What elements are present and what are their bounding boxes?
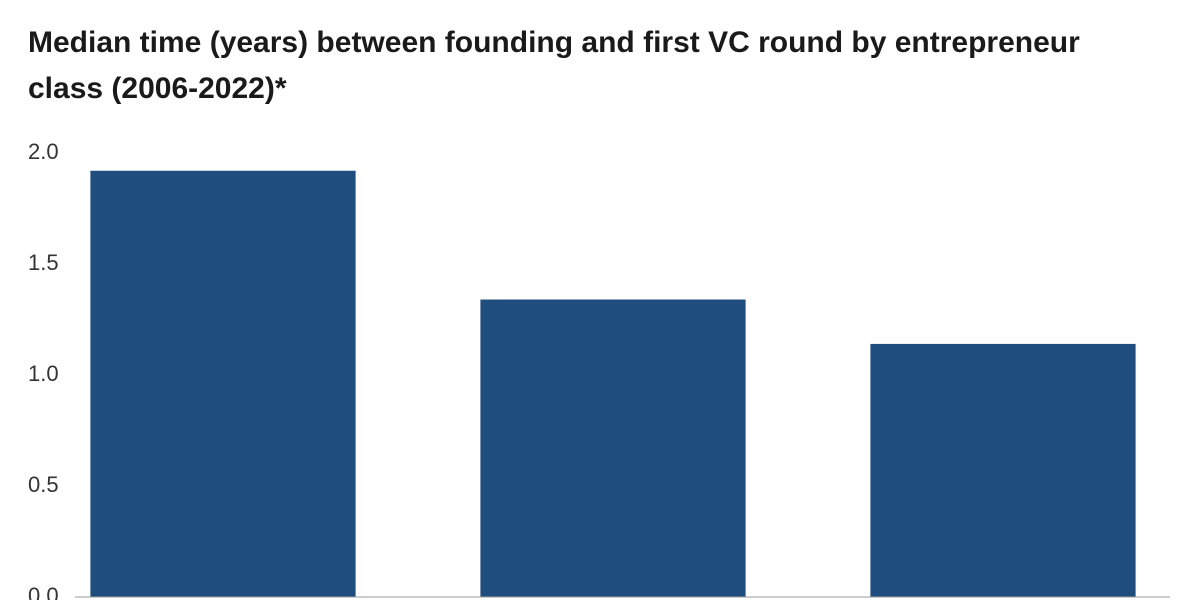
y-tick-label: 0.5 <box>28 472 59 497</box>
y-tick-label: 1.0 <box>28 361 59 386</box>
chart-title: Median time (years) between founding and… <box>28 26 1080 105</box>
bar <box>90 170 356 597</box>
y-tick-label: 2.0 <box>28 139 59 164</box>
y-tick-label: 1.5 <box>28 250 59 275</box>
bar <box>480 299 746 597</box>
bar <box>870 343 1136 597</box>
y-tick-label: 0.0 <box>28 583 59 600</box>
